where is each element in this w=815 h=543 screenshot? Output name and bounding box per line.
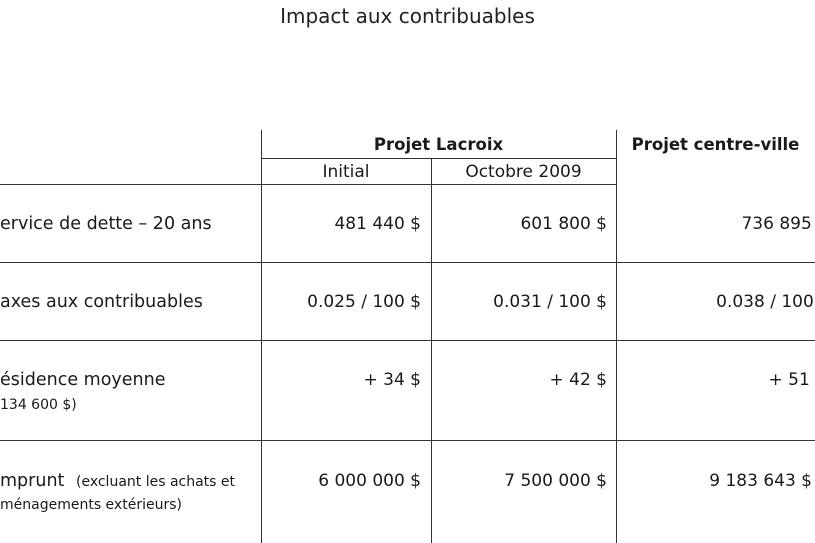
row-label-emprunt-extra: (excluant les achats et [75,474,236,490]
cell-centre-taxes: 0.038 / 100 $ [716,292,815,312]
header-projet-lacroix: Projet Lacroix [373,135,504,154]
header-projet-centre-ville: Projet centre-ville [631,135,800,154]
divider-row-3 [0,440,815,441]
cell-centre-emprunt: 9 183 643 $ [709,471,812,491]
divider-label-column [261,130,262,543]
header-octobre-2009: Octobre 2009 [465,162,582,182]
cell-centre-residence: + 51 $ [768,370,815,390]
cell-initial-emprunt: 6 000 000 $ [318,471,421,491]
row-label-service-dette: ervice de dette – 20 ans [0,214,212,234]
row-label-emprunt-main: mprunt [0,471,65,491]
cell-initial-service-dette: 481 440 $ [334,214,421,234]
row-label-emprunt: mprunt (excluant les achats et [0,471,235,491]
row-label-taxes: axes aux contribuables [0,292,203,312]
divider-row-2 [0,340,815,341]
cell-octobre-residence: + 42 $ [549,370,608,390]
cell-octobre-taxes: 0.031 / 100 $ [493,292,607,312]
cell-initial-taxes: 0.025 / 100 $ [307,292,421,312]
row-label-residence: ésidence moyenne [0,370,166,390]
page-title: Impact aux contribuables [280,4,535,28]
divider-initial-octobre [431,158,432,543]
cell-initial-residence: + 34 $ [363,370,422,390]
cell-octobre-emprunt: 7 500 000 $ [504,471,607,491]
divider-group-header [261,158,616,159]
cell-octobre-service-dette: 601 800 $ [520,214,607,234]
divider-row-1 [0,262,815,263]
cell-centre-service-dette: 736 895 $ [741,214,815,234]
row-note-residence: 134 600 $) [0,397,77,413]
header-initial: Initial [322,162,370,182]
divider-header-bottom [0,184,616,185]
row-note-emprunt: ménagements extérieurs) [0,497,182,513]
divider-lacroix-centre [616,130,617,543]
